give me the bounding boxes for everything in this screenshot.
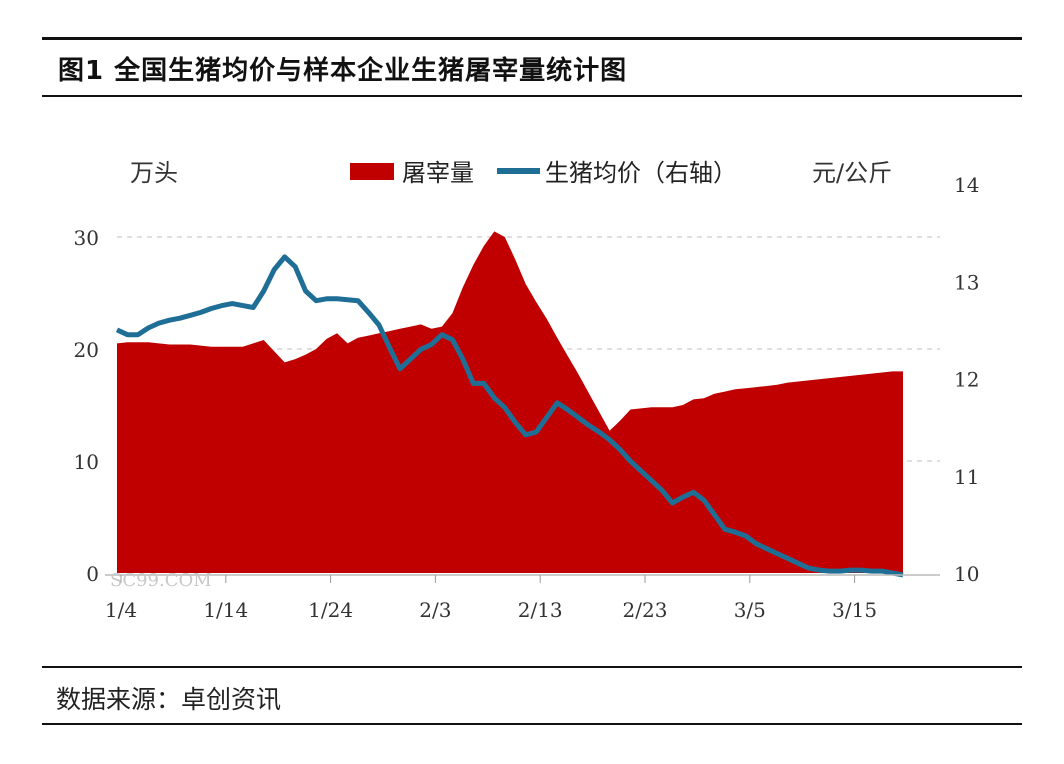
x-tick-label: 3/5 bbox=[734, 598, 766, 622]
left-axis-unit: 万头 bbox=[130, 159, 178, 187]
line-series-price bbox=[115, 254, 904, 578]
area-series-slaughter bbox=[117, 231, 903, 573]
left-tick-label: 10 bbox=[74, 450, 99, 474]
axis-layer: 0 10 20 30 10 11 12 13 14 1/4 1/14 1/24 2/3 2/13 2/23 3… bbox=[74, 173, 980, 622]
left-tick-label: 20 bbox=[74, 338, 99, 362]
legend-label-line: 生猪均价（右轴） bbox=[545, 159, 737, 187]
right-axis-unit: 元/公斤 bbox=[812, 159, 892, 187]
legend: 屠宰量 生猪均价（右轴） bbox=[350, 159, 737, 187]
area-series-layer bbox=[117, 231, 903, 573]
watermark: SC99.COM bbox=[110, 570, 212, 591]
x-tick-label: 2/3 bbox=[419, 598, 451, 622]
right-tick-label: 12 bbox=[954, 368, 979, 392]
legend-label-area: 屠宰量 bbox=[402, 159, 474, 187]
top-rule bbox=[42, 37, 1022, 40]
source-note: 数据来源：卓创资讯 bbox=[56, 685, 282, 714]
chart-title: 图1 全国生猪均价与样本企业生猪屠宰量统计图 bbox=[58, 56, 628, 86]
x-tick-label: 1/24 bbox=[308, 598, 353, 622]
footer-rule bbox=[42, 723, 1022, 725]
line-series-layer bbox=[115, 254, 904, 578]
bottom-rule bbox=[42, 666, 1022, 668]
legend-swatch-area bbox=[350, 163, 394, 180]
right-tick-label: 14 bbox=[954, 173, 979, 197]
left-tick-label: 0 bbox=[86, 562, 99, 586]
right-tick-label: 11 bbox=[954, 465, 979, 489]
left-tick-label: 30 bbox=[74, 226, 99, 250]
right-tick-label: 13 bbox=[954, 270, 979, 294]
title-rule bbox=[42, 95, 1022, 97]
x-tick-label: 2/23 bbox=[623, 598, 668, 622]
right-tick-label: 10 bbox=[954, 562, 979, 586]
x-tick-label: 3/15 bbox=[832, 598, 877, 622]
x-tick-label: 2/13 bbox=[518, 598, 563, 622]
x-tick-label: 1/4 bbox=[105, 598, 137, 622]
x-tick-label: 1/14 bbox=[203, 598, 248, 622]
